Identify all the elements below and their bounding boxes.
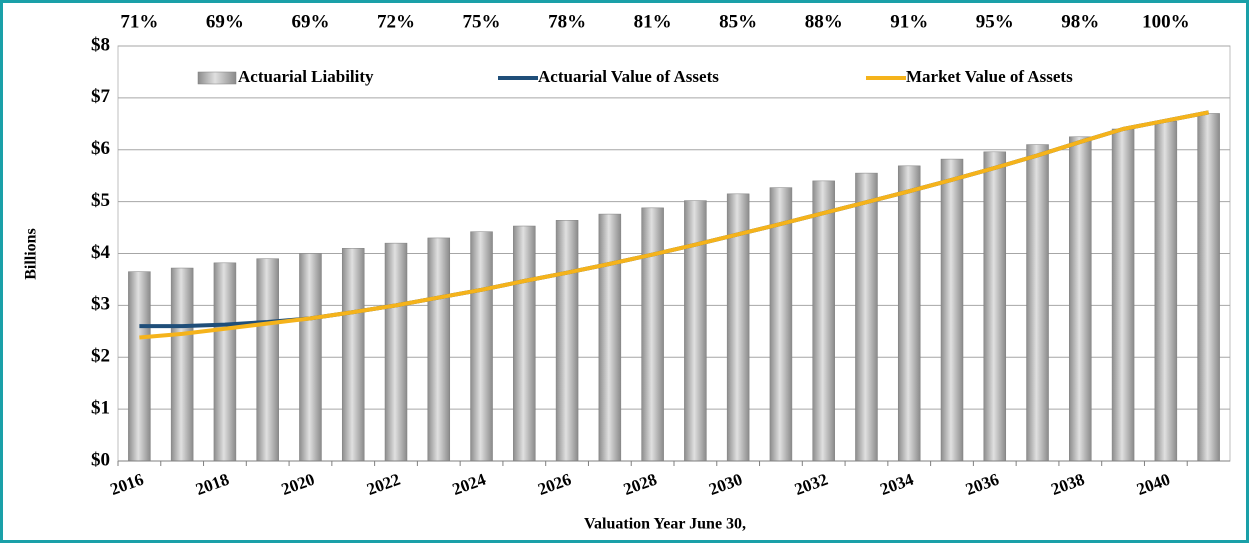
funded-ratio-label: 69%: [206, 11, 244, 32]
y-axis-title: Billions: [23, 228, 40, 280]
funded-ratio-label: 75%: [463, 11, 501, 32]
legend-swatch: [197, 71, 237, 85]
bar: [940, 158, 964, 462]
funded-ratio-label: 91%: [890, 11, 928, 32]
funded-ratio-label: 88%: [805, 11, 843, 32]
x-axis-title: Valuation Year June 30,: [584, 516, 746, 533]
bar: [299, 253, 322, 462]
bar: [1197, 113, 1220, 462]
y-tick-label: $8: [91, 34, 110, 55]
funded-ratio-label: 85%: [719, 11, 757, 32]
y-tick-label: $5: [91, 190, 110, 211]
bar: [128, 271, 151, 462]
y-tick-label: $4: [91, 242, 111, 263]
bar: [170, 267, 194, 462]
bar: [1154, 120, 1178, 462]
y-tick-label: $3: [91, 294, 110, 315]
bar: [341, 248, 365, 462]
y-tick-label: $7: [91, 86, 111, 107]
bar: [897, 165, 921, 462]
bar: [983, 151, 1007, 462]
funded-ratio-label: 95%: [976, 11, 1014, 32]
y-tick-label: $2: [91, 346, 110, 367]
bar: [1069, 136, 1092, 462]
funded-ratio-label: 81%: [634, 11, 672, 32]
bar: [598, 213, 622, 462]
bar: [1111, 128, 1135, 462]
bar: [684, 200, 707, 462]
funded-ratio-label: 78%: [548, 11, 586, 32]
y-tick-label: $1: [91, 397, 110, 418]
bar: [470, 231, 493, 462]
funded-ratio-label: 100%: [1142, 11, 1190, 32]
bar: [641, 207, 664, 462]
y-tick-label: $0: [91, 449, 110, 470]
bar: [855, 172, 878, 462]
bar: [555, 220, 579, 462]
legend-label: Market Value of Assets: [906, 67, 1073, 86]
bar: [256, 258, 279, 462]
y-tick-label: $6: [91, 138, 110, 159]
bar: [769, 187, 793, 462]
bar: [513, 225, 536, 462]
funded-ratio-label: 72%: [377, 11, 415, 32]
legend-label: Actuarial Liability: [238, 67, 374, 86]
bar: [213, 262, 237, 462]
legend-label: Actuarial Value of Assets: [538, 67, 719, 86]
line: [139, 110, 1209, 340]
bar: [427, 237, 451, 462]
funded-ratio-label: 69%: [291, 11, 329, 32]
bar: [1026, 144, 1049, 462]
funded-ratio-label: 98%: [1061, 11, 1099, 32]
bar: [384, 242, 408, 462]
funded-ratio-label: 71%: [120, 11, 158, 32]
bar: [812, 180, 835, 462]
